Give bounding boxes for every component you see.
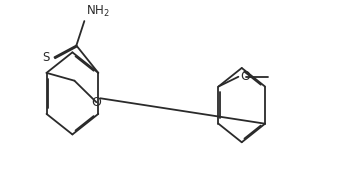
- Text: NH$_2$: NH$_2$: [86, 4, 110, 19]
- Text: S: S: [42, 51, 49, 64]
- Text: O: O: [91, 96, 101, 109]
- Text: O: O: [240, 70, 250, 83]
